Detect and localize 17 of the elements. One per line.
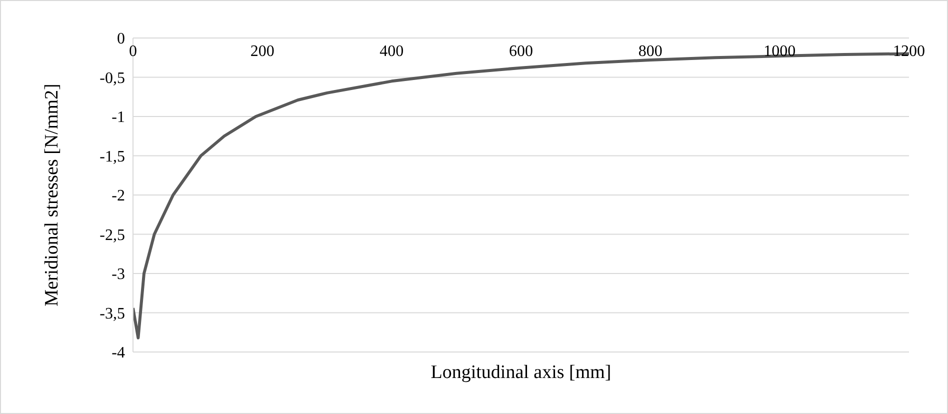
y-tick-label: -4 xyxy=(112,344,125,362)
y-axis-title: Meridional stresses [N/mm2] xyxy=(42,84,63,306)
x-axis-title: Longitudinal axis [mm] xyxy=(430,362,612,384)
x-tick-label: 600 xyxy=(509,43,533,60)
x-tick-label: 400 xyxy=(380,43,404,60)
y-tick-label: -2 xyxy=(112,188,125,205)
y-tick-label: -1,5 xyxy=(100,148,125,166)
x-tick-label: 800 xyxy=(638,43,662,60)
y-tick-label: -2,5 xyxy=(100,226,125,244)
x-tick-label: 200 xyxy=(250,43,274,60)
x-tick-label: 0 xyxy=(129,43,137,60)
y-tick-label: -1 xyxy=(112,109,125,126)
y-tick-label: -3,5 xyxy=(100,305,125,322)
y-tick-label: -0,5 xyxy=(100,70,125,87)
x-tick-label: 1200 xyxy=(893,43,925,60)
y-tick-label: 0 xyxy=(117,30,125,48)
y-tick-label: -3 xyxy=(112,266,125,284)
